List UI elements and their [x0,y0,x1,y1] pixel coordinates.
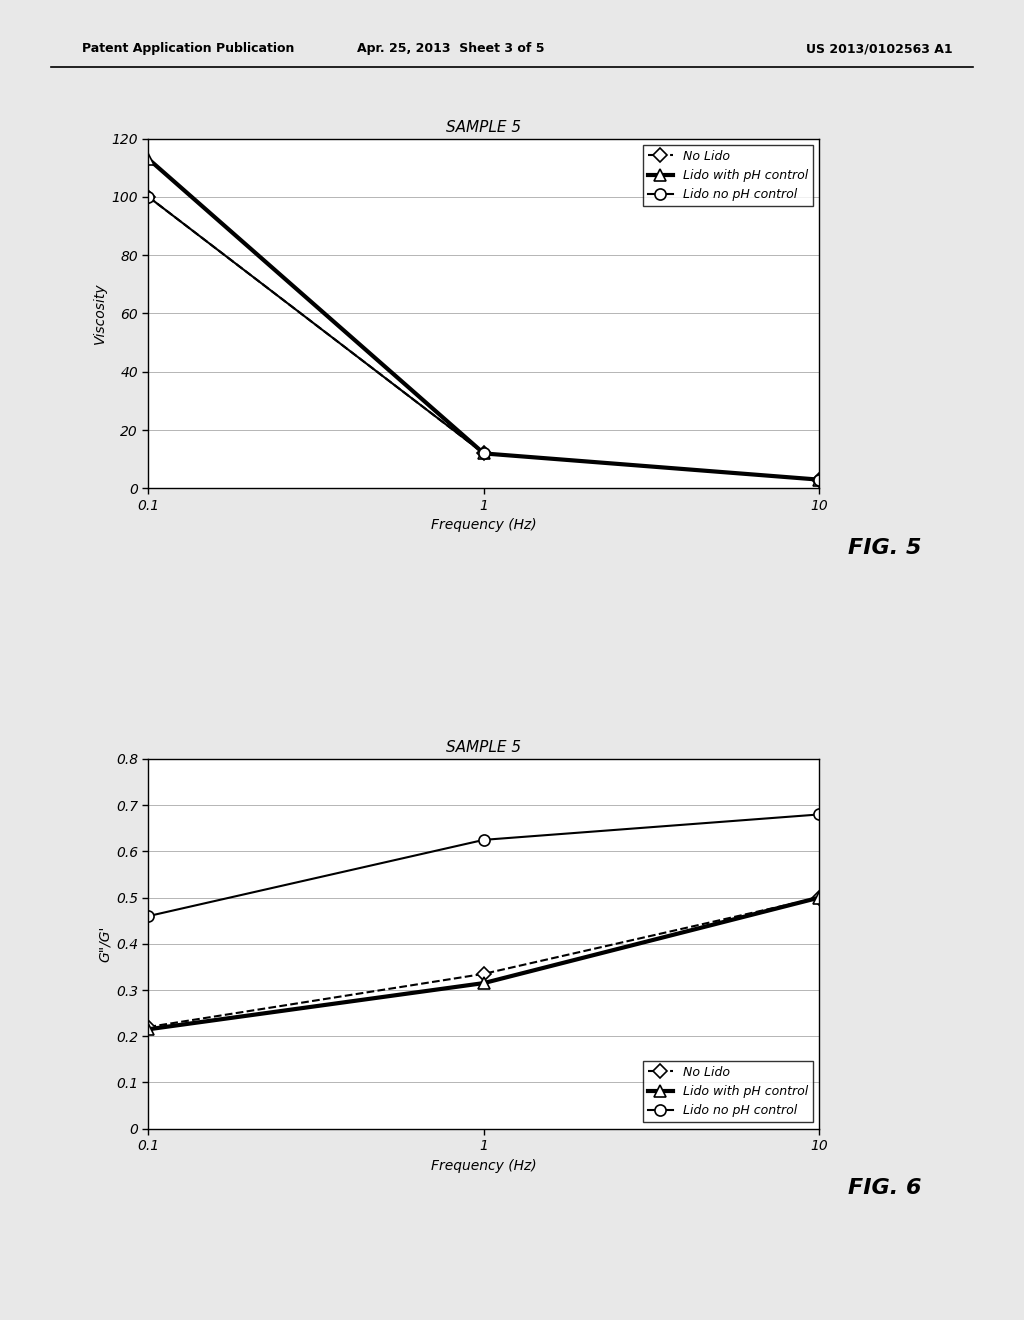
Lido with pH control [477,975,490,991]
Lido no pH control [142,189,155,205]
Legend: No Lido, Lido with pH control, Lido no pH control: No Lido, Lido with pH control, Lido no p… [643,145,813,206]
Lido with pH control [142,1022,155,1038]
Lido with pH control [813,471,825,487]
Line: Lido no pH control: Lido no pH control [143,809,824,921]
Legend: No Lido, Lido with pH control, Lido no pH control: No Lido, Lido with pH control, Lido no p… [643,1061,813,1122]
Text: Patent Application Publication: Patent Application Publication [82,42,294,55]
Title: SAMPLE 5: SAMPLE 5 [446,120,521,135]
Y-axis label: Viscosity: Viscosity [93,282,108,345]
Title: SAMPLE 5: SAMPLE 5 [446,741,521,755]
X-axis label: Frequency (Hz): Frequency (Hz) [431,1159,537,1172]
Line: No Lido: No Lido [143,191,824,484]
Lido no pH control [813,471,825,487]
Line: No Lido: No Lido [143,892,824,1032]
Text: FIG. 6: FIG. 6 [848,1177,922,1199]
Lido no pH control [477,445,490,461]
Lido with pH control [477,445,490,461]
Lido no pH control [477,832,490,847]
No Lido [142,1019,155,1035]
Text: Apr. 25, 2013  Sheet 3 of 5: Apr. 25, 2013 Sheet 3 of 5 [356,42,545,55]
Line: Lido with pH control: Lido with pH control [142,891,825,1035]
No Lido [477,445,490,461]
No Lido [477,966,490,982]
No Lido [813,471,825,487]
Lido with pH control [142,150,155,166]
No Lido [813,890,825,906]
No Lido [142,189,155,205]
Lido with pH control [813,890,825,906]
Text: US 2013/0102563 A1: US 2013/0102563 A1 [806,42,952,55]
Line: Lido with pH control: Lido with pH control [142,153,825,486]
Lido no pH control [142,908,155,924]
X-axis label: Frequency (Hz): Frequency (Hz) [431,519,537,532]
Y-axis label: G"/G': G"/G' [97,925,112,962]
Line: Lido no pH control: Lido no pH control [143,191,824,486]
Text: FIG. 5: FIG. 5 [848,537,922,558]
Lido no pH control [813,807,825,822]
